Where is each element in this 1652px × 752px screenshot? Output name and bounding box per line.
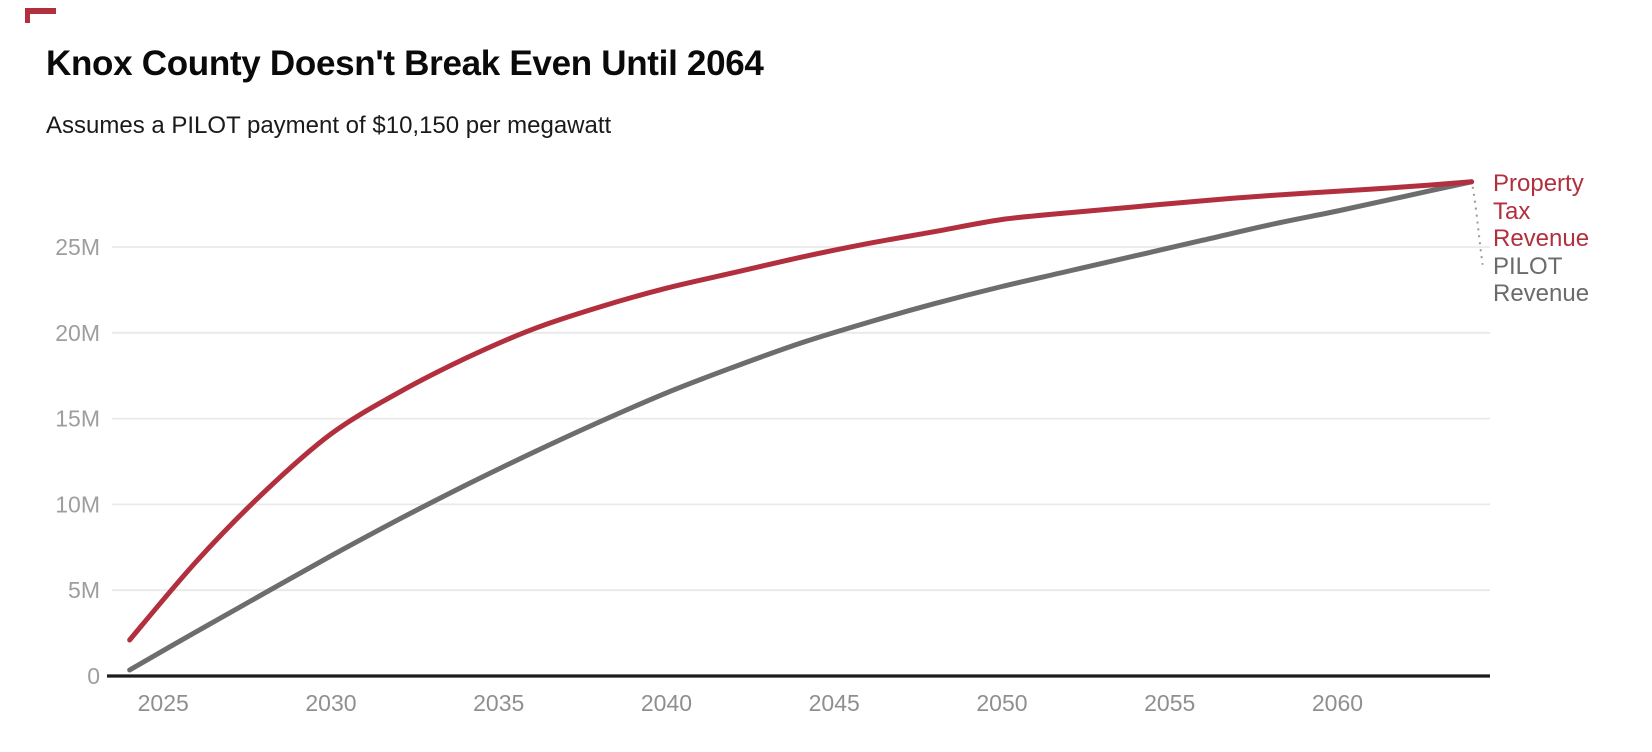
- x-axis-tick-label: 2040: [641, 690, 692, 716]
- chart-subtitle: Assumes a PILOT payment of $10,150 per m…: [46, 112, 612, 139]
- x-axis-tick-label: 2030: [305, 690, 356, 716]
- y-axis-tick-label: 10M: [55, 491, 100, 517]
- x-axis-tick-label: 2055: [1144, 690, 1195, 716]
- legend-label-property-tax-revenue: Property Tax Revenue: [1493, 170, 1590, 252]
- y-axis-tick-label: 0: [87, 663, 100, 689]
- y-axis-tick-label: 15M: [55, 406, 100, 432]
- x-axis-tick-label: 2045: [809, 690, 860, 716]
- y-axis-tick-label: 25M: [55, 234, 100, 260]
- series-line-pilot-revenue[interactable]: [127, 179, 1475, 673]
- logo-mark: [25, 8, 56, 23]
- y-axis-tick-label: 5M: [68, 577, 100, 603]
- chart-title: Knox County Doesn't Break Even Until 206…: [46, 44, 764, 83]
- legend-leader-line: [1471, 186, 1484, 265]
- series-line-property-tax-revenue[interactable]: [127, 179, 1475, 643]
- chart-legend: Property Tax Revenue PILOT Revenue: [1493, 170, 1651, 308]
- y-axis-tick-label: 20M: [55, 320, 100, 346]
- legend-label-pilot-revenue: PILOT Revenue: [1493, 252, 1590, 308]
- x-axis-tick-label: 2035: [473, 690, 524, 716]
- x-axis-tick-label: 2050: [976, 690, 1027, 716]
- x-axis-tick-label: 2025: [138, 690, 189, 716]
- x-axis-tick-label: 2060: [1312, 690, 1363, 716]
